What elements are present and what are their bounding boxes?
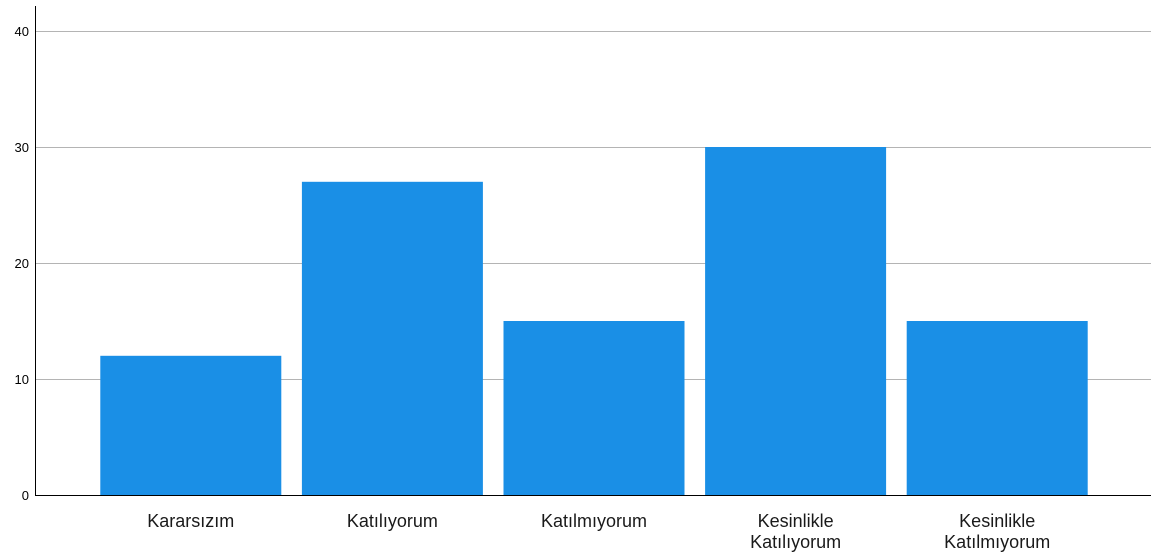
axes [35, 6, 1151, 496]
x-category-label-line: Katılmıyorum [541, 511, 647, 531]
x-category-label-line: Kesinlikle [758, 511, 834, 531]
bars [100, 147, 1088, 496]
x-category-label-line: Katılmıyorum [944, 532, 1050, 552]
y-tick-label-10: 10 [15, 372, 29, 387]
y-tick-label-40: 40 [15, 24, 29, 39]
x-category-label-line: Katılıyorum [750, 532, 841, 552]
x-category-label-line: Kararsızım [147, 511, 234, 531]
x-category-label-3: Kesinlikle Katılıyorum [750, 511, 841, 552]
x-category-labels: Kararsızım Katılıyorum Katılmıyorum Kesinli… [147, 511, 1050, 552]
bar-3 [705, 147, 887, 495]
x-category-label-line: Katılıyorum [347, 511, 438, 531]
y-tick-label-20: 20 [15, 256, 29, 271]
x-category-label-2: Katılmıyorum [541, 511, 647, 531]
bar-2 [503, 321, 685, 495]
x-category-label-4: Kesinlikle Katılmıyorum [944, 511, 1050, 552]
x-category-label-line: Kesinlikle [959, 511, 1035, 531]
bar-4 [906, 321, 1088, 495]
x-category-label-1: Katılıyorum [347, 511, 438, 531]
y-tick-label-30: 30 [15, 140, 29, 155]
bar-0 [100, 355, 282, 495]
y-tick-label-0: 0 [22, 488, 29, 503]
x-category-label-0: Kararsızım [147, 511, 234, 531]
y-tick-labels: 0 10 20 30 40 [15, 24, 29, 503]
bar-1 [301, 181, 483, 496]
